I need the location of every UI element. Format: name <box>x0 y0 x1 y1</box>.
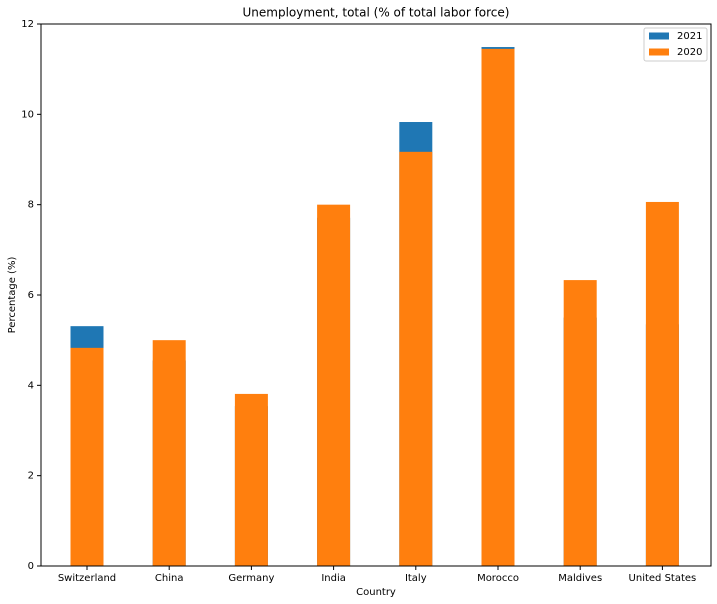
y-tick-label: 0 <box>28 561 34 572</box>
x-tick-label: Italy <box>405 573 427 584</box>
bar <box>563 280 597 566</box>
y-tick-label: 8 <box>28 200 34 211</box>
x-tick-label: United States <box>629 573 697 584</box>
bar <box>70 347 104 566</box>
x-axis-label: Country <box>356 587 396 598</box>
chart-title: Unemployment, total (% of total labor fo… <box>243 6 510 20</box>
bar <box>234 393 268 566</box>
y-tick-label: 10 <box>21 109 34 120</box>
x-tick-label: Morocco <box>477 573 519 584</box>
bar <box>152 340 186 566</box>
x-tick-label: Switzerland <box>58 573 116 584</box>
legend-swatch <box>649 48 669 56</box>
x-tick-label: India <box>321 573 346 584</box>
bar <box>645 201 679 566</box>
bar <box>317 204 351 566</box>
y-axis-label: Percentage (%) <box>7 257 18 334</box>
x-tick-label: Maldives <box>558 573 602 584</box>
y-tick-label: 2 <box>28 471 34 482</box>
bar <box>481 48 515 566</box>
x-tick-label: Germany <box>228 573 274 584</box>
legend-label: 2021 <box>677 31 702 42</box>
plot-frame <box>40 23 712 567</box>
y-tick-label: 6 <box>28 290 34 301</box>
y-tick-label: 4 <box>28 380 34 391</box>
legend-swatch <box>649 32 669 40</box>
x-tick-label: China <box>155 573 184 584</box>
y-tick-label: 12 <box>21 19 34 30</box>
legend-label: 2020 <box>677 47 702 58</box>
bar <box>399 151 433 567</box>
